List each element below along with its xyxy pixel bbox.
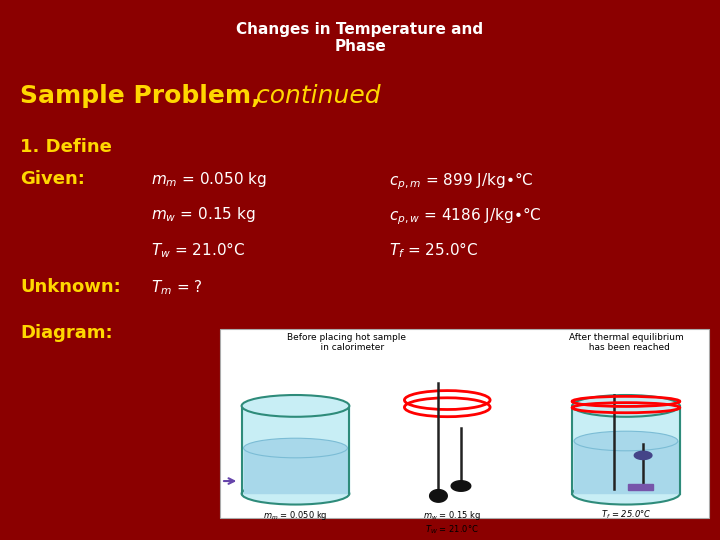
Ellipse shape — [572, 483, 680, 504]
Text: After thermal equilibrium
  has been reached: After thermal equilibrium has been reach… — [569, 333, 683, 353]
Ellipse shape — [572, 395, 680, 417]
Ellipse shape — [243, 438, 347, 458]
Ellipse shape — [242, 483, 349, 504]
Text: Sample Problem,: Sample Problem, — [20, 84, 261, 107]
Polygon shape — [242, 406, 349, 494]
Polygon shape — [574, 441, 678, 492]
Text: $m_w$ = 0.15 kg
$T_W$ = 21.0°C: $m_w$ = 0.15 kg $T_W$ = 21.0°C — [423, 509, 482, 536]
Text: $T_m$ = ?: $T_m$ = ? — [151, 278, 203, 297]
Polygon shape — [243, 448, 347, 492]
Text: $T_f$ = 25.0°C: $T_f$ = 25.0°C — [389, 240, 478, 260]
Polygon shape — [629, 484, 653, 490]
Text: $T_w$ = 21.0°C: $T_w$ = 21.0°C — [151, 240, 246, 260]
Text: Unknown:: Unknown: — [20, 278, 121, 296]
Ellipse shape — [242, 395, 349, 417]
Ellipse shape — [574, 431, 678, 451]
Text: 1. Define: 1. Define — [20, 138, 112, 156]
Polygon shape — [634, 451, 652, 460]
Polygon shape — [430, 490, 447, 502]
Text: Changes in Temperature and
Phase: Changes in Temperature and Phase — [236, 22, 484, 54]
Text: $c_{p,w}$ = 4186 J/kg•°C: $c_{p,w}$ = 4186 J/kg•°C — [389, 205, 541, 227]
Text: $m_m$ = 0.050 kg: $m_m$ = 0.050 kg — [264, 509, 328, 522]
Polygon shape — [451, 481, 471, 491]
Text: continued: continued — [248, 84, 381, 107]
Text: Given:: Given: — [20, 170, 85, 188]
Text: $m_w$ = 0.15 kg: $m_w$ = 0.15 kg — [151, 205, 256, 224]
Polygon shape — [572, 406, 680, 494]
Text: $m_m$ = 0.050 kg: $m_m$ = 0.050 kg — [151, 170, 267, 189]
Text: $c_{p,m}$ = 899 J/kg•°C: $c_{p,m}$ = 899 J/kg•°C — [389, 170, 534, 192]
Text: Before placing hot sample
    in calorimeter: Before placing hot sample in calorimeter — [287, 333, 406, 353]
Text: $T_f$ = 25.0°C: $T_f$ = 25.0°C — [600, 509, 651, 521]
Text: Diagram:: Diagram: — [20, 324, 113, 342]
FancyBboxPatch shape — [220, 329, 709, 518]
